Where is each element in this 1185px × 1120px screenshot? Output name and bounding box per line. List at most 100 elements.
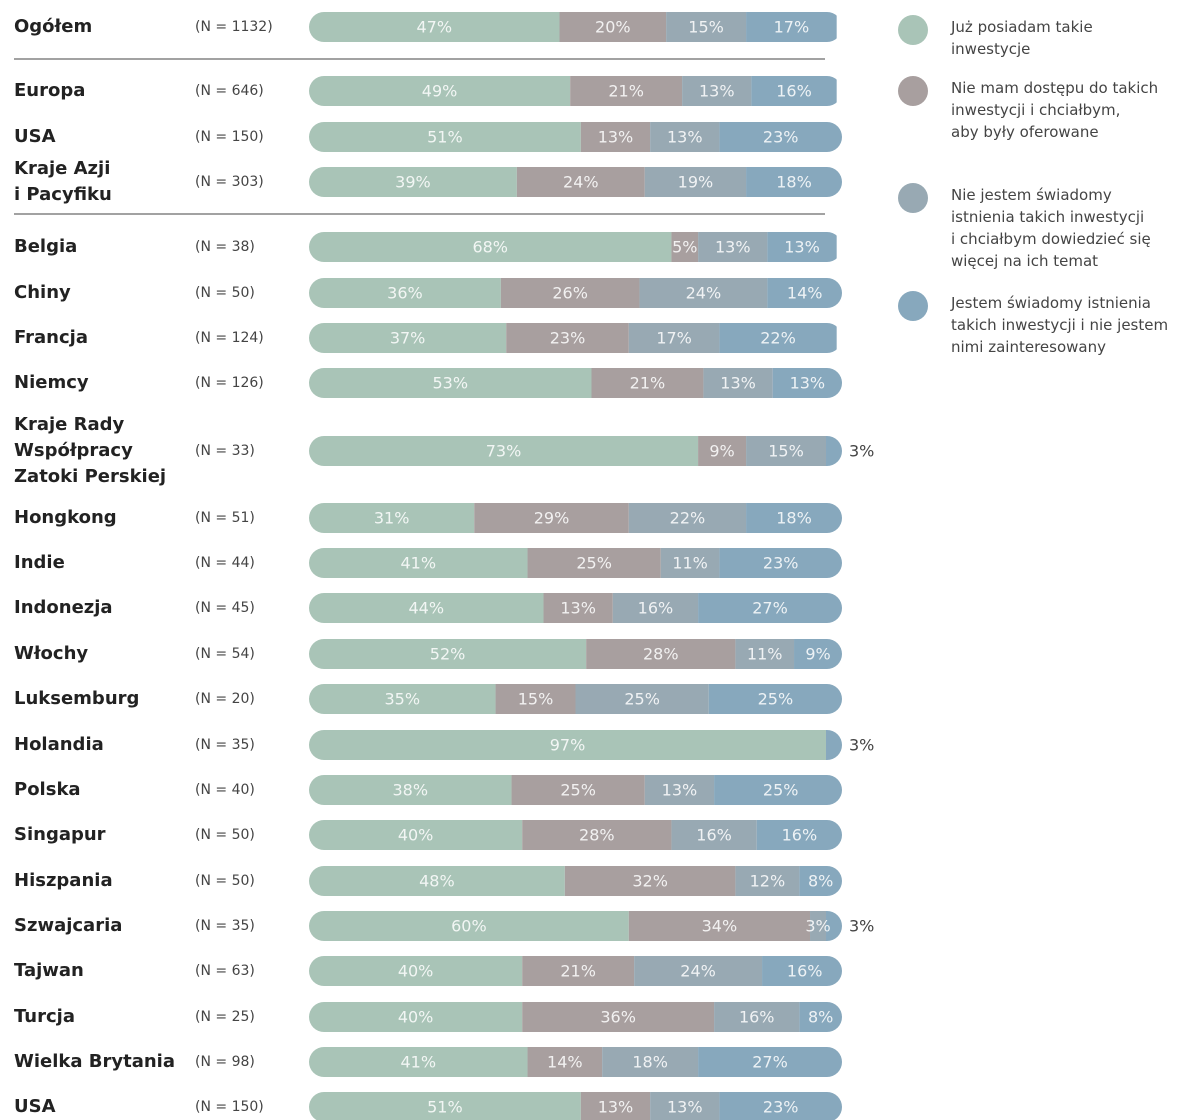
bar-row xyxy=(309,122,842,152)
bar-row xyxy=(309,167,842,197)
n-label: (N = 38) xyxy=(195,239,255,255)
bar-segment xyxy=(309,323,507,353)
bar-segment xyxy=(309,548,528,578)
bar-segment xyxy=(660,548,720,578)
bar-segment xyxy=(522,956,635,986)
bar-segment xyxy=(719,548,842,578)
bar-segment xyxy=(309,911,629,941)
bar-segment xyxy=(682,76,752,106)
n-label: (N = 50) xyxy=(195,873,255,889)
value-label: 16% xyxy=(782,826,818,845)
value-label: 24% xyxy=(686,284,722,303)
bar-segment xyxy=(522,1002,715,1032)
value-label: 3% xyxy=(805,917,830,936)
value-label: 13% xyxy=(560,599,596,618)
value-label: 8% xyxy=(808,872,833,891)
bar-segment xyxy=(714,1002,800,1032)
value-label: 23% xyxy=(763,1098,799,1117)
value-label: 38% xyxy=(392,781,428,800)
bar-segment xyxy=(602,1047,699,1077)
value-label: 17% xyxy=(774,18,810,37)
value-label: 13% xyxy=(662,781,698,800)
bar-row xyxy=(309,956,842,986)
bar-segment xyxy=(698,593,842,623)
bar-segment xyxy=(799,1002,842,1032)
value-label: 18% xyxy=(776,173,812,192)
bar-row xyxy=(309,76,837,106)
bar-segment xyxy=(564,866,736,896)
value-label: 44% xyxy=(408,599,444,618)
bar-segment xyxy=(746,503,842,533)
bar-segment xyxy=(586,639,736,669)
bar-segment xyxy=(522,820,672,850)
bar-segment xyxy=(309,866,565,896)
value-label: 37% xyxy=(390,329,426,348)
bar-segment xyxy=(580,122,651,152)
bar-segment xyxy=(810,911,827,941)
value-label: 31% xyxy=(374,509,410,528)
value-label: 9% xyxy=(709,442,734,461)
bar-segment xyxy=(719,1092,842,1120)
value-label: 14% xyxy=(787,284,823,303)
bar-segment xyxy=(735,866,800,896)
value-label: 47% xyxy=(416,18,452,37)
bar-segment xyxy=(628,503,747,533)
bar-segment xyxy=(309,12,560,42)
bar-segment xyxy=(671,232,699,262)
value-label: 28% xyxy=(579,826,615,845)
bar-segment xyxy=(309,368,592,398)
bar-segment xyxy=(309,956,523,986)
legend-marker xyxy=(898,291,928,321)
legend-label: Nie jestem świadomy istnienia takich inw… xyxy=(951,186,1151,270)
bar-row xyxy=(309,436,842,466)
value-label: 13% xyxy=(715,238,751,257)
value-label: 18% xyxy=(776,509,812,528)
n-label: (N = 1132) xyxy=(195,19,273,35)
legend-marker xyxy=(898,15,928,45)
category-label: Hongkong xyxy=(14,507,117,528)
bar-segment xyxy=(511,775,645,805)
bar-segment xyxy=(826,911,842,941)
value-label: 40% xyxy=(398,1008,434,1027)
value-label: 18% xyxy=(632,1053,668,1072)
value-label: 13% xyxy=(720,374,756,393)
bar-segment xyxy=(309,593,544,623)
bar-segment xyxy=(543,593,613,623)
bar-segment xyxy=(570,76,683,106)
category-label: Indie xyxy=(14,552,65,573)
category-label: USA xyxy=(14,1096,56,1117)
bar-segment xyxy=(634,956,763,986)
n-label: (N = 303) xyxy=(195,174,264,190)
bar-segment xyxy=(756,820,842,850)
value-label: 40% xyxy=(398,962,434,981)
n-label: (N = 126) xyxy=(195,375,264,391)
value-label: 34% xyxy=(702,917,738,936)
bar-row xyxy=(309,1047,842,1077)
bar-row xyxy=(309,232,837,262)
value-label: 27% xyxy=(752,599,788,618)
n-label: (N = 646) xyxy=(195,83,264,99)
category-label: Kraje Rady Współpracy Zatoki Perskiej xyxy=(14,414,167,487)
value-label: 16% xyxy=(776,82,812,101)
value-label: 40% xyxy=(398,826,434,845)
value-label: 3% xyxy=(849,442,874,461)
value-label: 21% xyxy=(560,962,596,981)
category-label: Kraje Azji i Pacyfiku xyxy=(14,158,112,205)
bar-segment xyxy=(735,639,795,669)
category-label: Szwajcaria xyxy=(14,915,123,936)
value-label: 24% xyxy=(563,173,599,192)
value-label: 13% xyxy=(598,128,634,147)
value-label: 52% xyxy=(430,645,466,664)
value-label: 13% xyxy=(699,82,735,101)
n-label: (N = 124) xyxy=(195,330,264,346)
value-label: 68% xyxy=(472,238,508,257)
bar-segment xyxy=(516,167,645,197)
value-label: 13% xyxy=(598,1098,634,1117)
value-label: 41% xyxy=(400,1053,436,1072)
value-label: 36% xyxy=(387,284,423,303)
value-label: 25% xyxy=(763,781,799,800)
bar-row xyxy=(309,684,842,714)
bar-segment xyxy=(628,911,811,941)
bar-segment xyxy=(309,503,475,533)
